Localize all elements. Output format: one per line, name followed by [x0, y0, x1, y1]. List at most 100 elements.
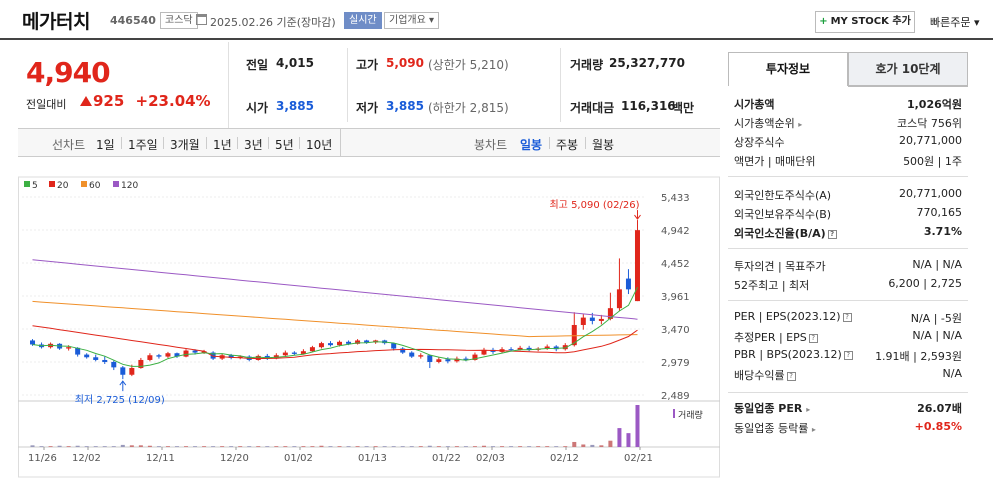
candle-body	[481, 349, 487, 355]
period-1y[interactable]: 1년	[213, 138, 232, 152]
legend-label: 120	[121, 181, 138, 191]
volume-bar	[156, 446, 161, 447]
foreign-hold-label: 외국인보유주식수(B)	[734, 208, 832, 221]
candle-body	[562, 345, 568, 350]
divider	[163, 137, 164, 149]
legend-label: 5	[32, 181, 38, 191]
foreign-hold-value: 770,165	[916, 206, 963, 219]
chart-frame	[18, 176, 720, 478]
help-icon[interactable]: ?	[843, 351, 853, 360]
candlestick-chart-svg[interactable]: 5 20 60 120 5,433 4,942 4,452 3,961 3,470 2,979 2,…	[18, 157, 720, 478]
volume-bar	[57, 445, 62, 447]
change-amount: 925	[93, 92, 125, 110]
volume-bar	[572, 441, 577, 447]
tab-order-book[interactable]: 호가 10단계	[848, 52, 968, 86]
price-chart[interactable]: 5 20 60 120 5,433 4,942 4,452 3,961 3,470 2,979 2,…	[18, 157, 720, 478]
quick-order-dropdown[interactable]: 빠른주문 ▾	[930, 16, 980, 29]
candle-monthly[interactable]: 월봉	[592, 138, 615, 152]
foreign-rate-label: 외국인소진율(B/A)?	[734, 225, 837, 241]
x-tick-label: 02/21	[624, 453, 653, 464]
volume-bar	[39, 446, 44, 447]
row-sector-rate[interactable]: 동일업종 등락률 ▸ +0.85%	[734, 420, 962, 438]
volume-bar	[355, 446, 360, 447]
period-1w[interactable]: 1주일	[128, 138, 158, 152]
period-3m[interactable]: 3개월	[170, 138, 200, 152]
volume-bar	[626, 433, 631, 447]
x-tick-label: 01/22	[432, 453, 461, 464]
row-52week: 52주최고 | 최저 6,200 | 2,725	[734, 277, 962, 295]
amount-label: 거래대금	[570, 101, 615, 115]
candle-body	[409, 352, 415, 357]
divider	[728, 176, 968, 177]
candle-body	[526, 347, 532, 350]
volume-label: 거래량	[678, 409, 703, 421]
candle-body	[174, 353, 180, 357]
row-rank[interactable]: 시가총액순위 ▸ 코스닥 756위	[734, 115, 962, 133]
candle-body	[291, 352, 297, 354]
volume-bar	[310, 446, 315, 447]
y-tick-label: 2,489	[661, 391, 690, 402]
candle-body	[183, 350, 189, 357]
candle-chart-label: 봉차트	[474, 138, 508, 152]
row-pbr: PBR | BPS(2023.12)? 1.91배 | 2,593원	[734, 348, 962, 366]
low-label: 저가	[356, 101, 379, 115]
volume-bar	[427, 445, 432, 447]
legend-label: 20	[57, 181, 69, 191]
candle-body	[391, 343, 397, 349]
candle-body	[138, 359, 144, 369]
ma120-line	[32, 259, 638, 320]
volume-bar	[211, 446, 216, 447]
volume-bar	[48, 446, 53, 447]
candle-body	[165, 353, 171, 357]
up-triangle-icon	[80, 96, 92, 106]
add-mystock-label: MY STOCK 추가	[830, 16, 911, 27]
volume-bar	[418, 446, 423, 447]
week52-label: 52주최고 | 최저	[734, 279, 810, 292]
period-5y[interactable]: 5년	[275, 138, 294, 152]
row-dividend: 배당수익률? N/A	[734, 367, 962, 385]
est-per-value: N/A | N/A	[912, 329, 962, 342]
row-foreign-hold: 외국인보유주식수(B) 770,165	[734, 206, 962, 224]
candle-daily[interactable]: 일봉	[520, 138, 543, 152]
chevron-right-icon: ▸	[806, 405, 811, 414]
company-overview-dropdown[interactable]: 기업개요 ▾	[384, 12, 439, 29]
add-mystock-button[interactable]: + MY STOCK 추가	[815, 11, 915, 33]
candle-body	[634, 230, 640, 302]
y-tick-label: 3,961	[661, 292, 690, 303]
period-3y[interactable]: 3년	[244, 138, 263, 152]
help-icon[interactable]: ?	[827, 230, 837, 239]
tab-investment-info[interactable]: 투자정보	[728, 52, 848, 86]
high-value: 5,090	[386, 56, 424, 70]
est-per-label-text: 추정PER | EPS	[734, 331, 807, 344]
help-icon[interactable]: ?	[842, 313, 852, 322]
period-1d[interactable]: 1일	[96, 138, 115, 152]
volume-bar	[509, 446, 514, 447]
open-label: 시가	[246, 101, 269, 115]
rank-label: 시가총액순위 ▸	[734, 115, 802, 131]
divider	[728, 392, 968, 393]
volume-bar	[463, 446, 468, 447]
date-text: 2025.02.26 기준(장마감)	[210, 16, 336, 29]
candle-weekly[interactable]: 주봉	[556, 138, 579, 152]
help-icon[interactable]: ?	[786, 372, 796, 381]
period-10y[interactable]: 10년	[306, 138, 333, 152]
candle-body	[553, 346, 559, 350]
x-tick-label: 02/03	[476, 453, 505, 464]
candle-body	[436, 359, 442, 362]
volume-bar	[165, 446, 170, 447]
row-per: PER | EPS(2023.12)? N/A | -5원	[734, 310, 962, 328]
volume-bar	[581, 444, 586, 447]
help-icon[interactable]: ?	[808, 334, 818, 343]
sector-per-label-text: 동일업종 PER	[734, 402, 803, 415]
volume-bar	[382, 446, 387, 447]
row-par: 액면가 | 매매단위 500원 | 1주	[734, 153, 962, 171]
row-sector-per[interactable]: 동일업종 PER ▸ 26.07배	[734, 400, 962, 418]
candle-body	[346, 341, 352, 344]
pbr-value: 1.91배 | 2,593원	[875, 350, 962, 363]
realtime-button[interactable]: 실시간	[344, 12, 382, 29]
stock-code: 446540	[110, 14, 156, 27]
par-value: 500원 | 1주	[903, 155, 962, 168]
candle-body	[111, 361, 117, 368]
volume-bar	[84, 446, 89, 447]
x-tick-label: 11/26	[28, 453, 57, 464]
